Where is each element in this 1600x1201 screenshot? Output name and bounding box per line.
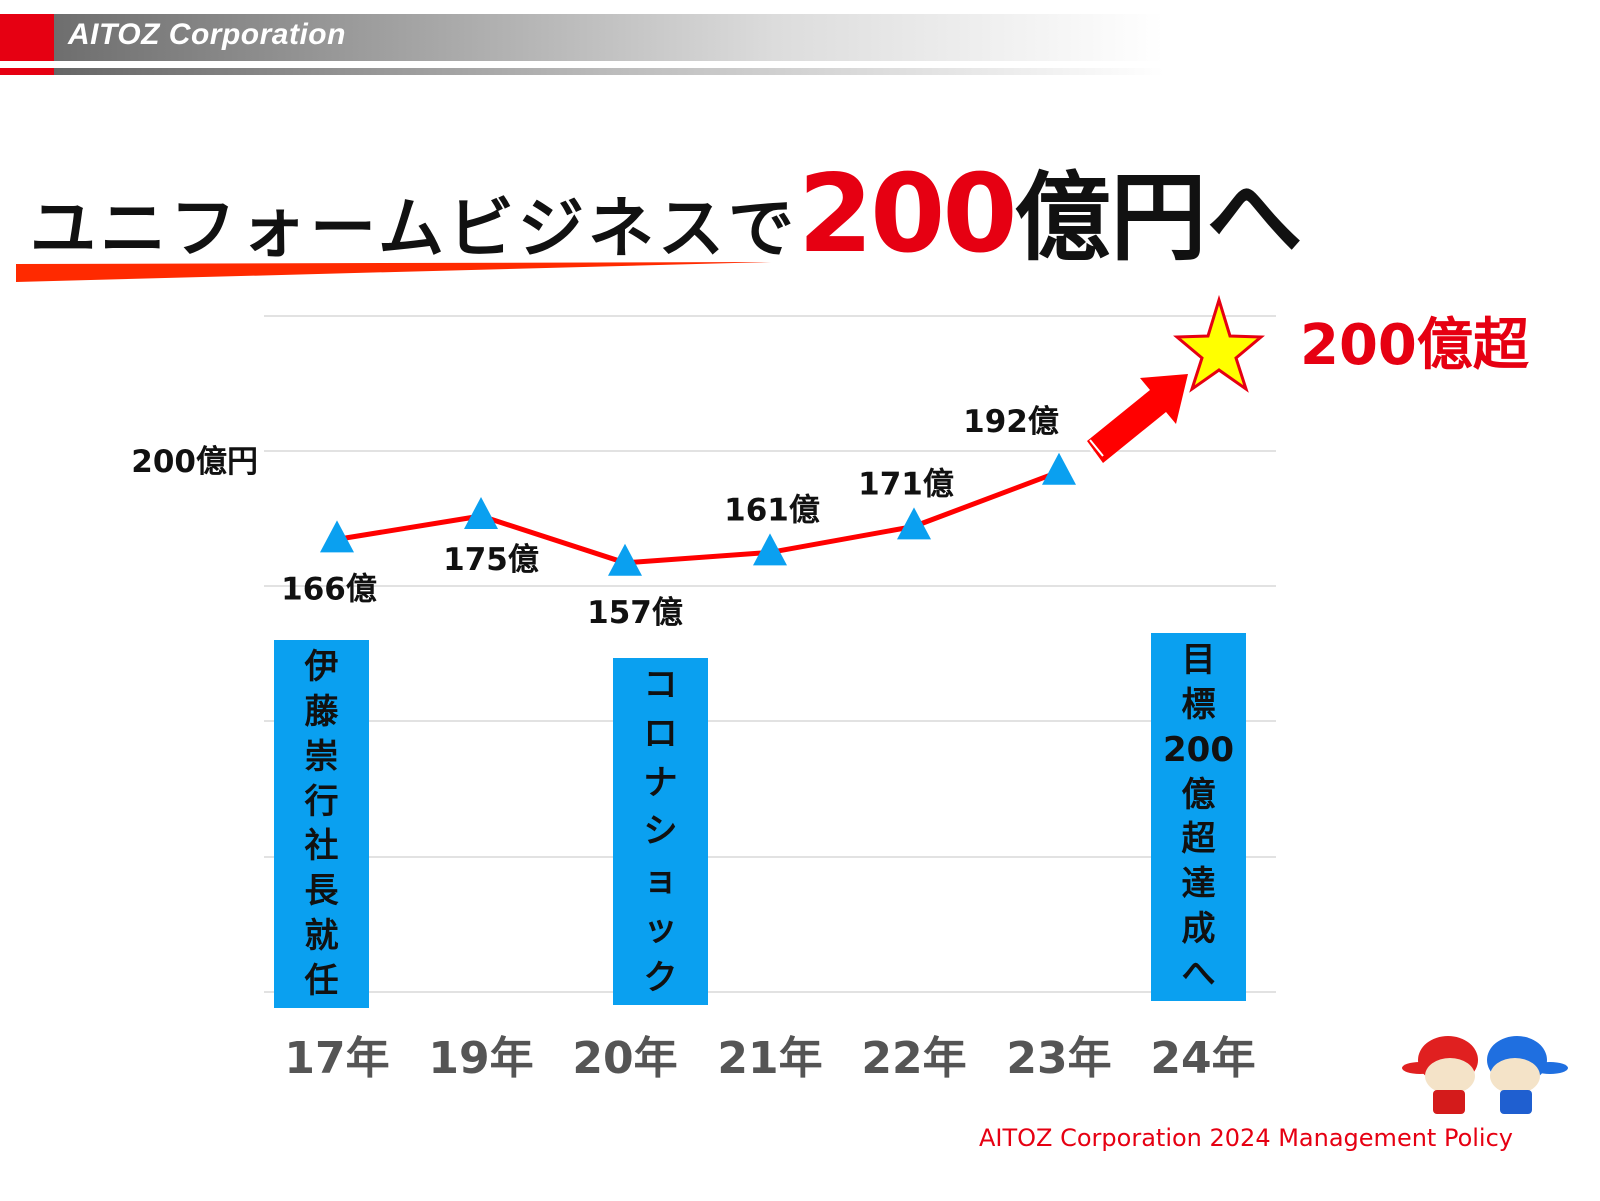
x-tick-label: 23年 [1006,1033,1111,1084]
data-label: 192億 [963,404,1059,440]
annotation-char: 億 [1181,774,1216,815]
x-tick-label: 19年 [428,1033,533,1084]
annotation-char: コ [643,665,678,705]
annotation-char: 社 [304,826,339,867]
annotation-char: 成 [1181,909,1216,950]
mascot-characters [1402,1036,1568,1114]
annotation-char: 藤 [304,691,339,732]
annotation-char: 超 [1181,819,1216,860]
data-point-marker [608,543,642,576]
x-tick-label: 24年 [1150,1033,1255,1084]
annotation-char: 行 [304,781,339,822]
annotation-char: 達 [1181,864,1216,905]
annotation-box-target: 目標 200 億超達成へ [1151,633,1246,1001]
annotation-char: ッ [643,909,678,950]
title-underline [16,262,771,282]
title-amount: 200 [798,152,1017,277]
data-label: 175億 [443,542,539,578]
footer-text: AITOZ Corporation 2024 Management Policy [979,1124,1513,1152]
title-part1: ユニフォームビジネスで [30,190,799,267]
y-reference-label: 200億円 [131,444,258,480]
annotation-char: ナ [643,762,678,803]
header-red-stripe [0,68,54,75]
data-point-marker [1042,452,1076,485]
annotation-box-president: 伊藤崇行社長就任 [274,640,369,1008]
header-stripe [54,68,1164,75]
annotation-char: 目 [1181,640,1216,680]
annotation-char: ク [643,957,678,998]
annotation-char: 任 [304,960,339,1001]
annotation-char: 標 [1181,684,1216,725]
annotation-char: 伊 [304,647,339,687]
page-title: ユニフォームビジネスで200億円へ [30,140,1302,279]
goal-label: 200億超 [1300,313,1530,378]
annotation-char: 崇 [304,736,339,777]
header-red-block [0,14,54,61]
x-tick-label: 21年 [717,1033,822,1084]
data-point-marker [464,497,498,529]
annotation-char: ョ [643,860,678,901]
annotation-char: 就 [304,916,339,957]
header-band [54,14,1164,61]
sales-line [336,469,1060,566]
annotation-char: 長 [304,871,339,912]
company-logo: AITOZ Corporation [68,18,346,51]
annotation-char: へ [1181,953,1216,994]
data-point-marker [320,520,354,553]
data-label: 161億 [724,492,820,528]
x-tick-label: 22年 [861,1033,966,1084]
up-arrow [1085,374,1188,463]
annotation-char: ロ [643,713,678,754]
data-label: 166億 [281,571,377,607]
title-part3: 億円へ [1014,162,1303,274]
annotation-box-corona: コロナショック [613,658,708,1005]
blue-mascot-icon [1487,1036,1568,1114]
red-mascot-icon [1402,1036,1478,1114]
x-tick-label: 17年 [284,1033,389,1084]
data-point-marker [753,533,787,566]
data-point-marker [897,507,931,540]
data-label: 157億 [587,595,683,631]
goal-star-icon [1173,294,1265,393]
x-tick-label: 20年 [572,1033,677,1084]
annotation-char: シ [643,811,678,852]
data-label: 171億 [858,466,954,502]
annotation-char: 200 [1163,729,1234,770]
